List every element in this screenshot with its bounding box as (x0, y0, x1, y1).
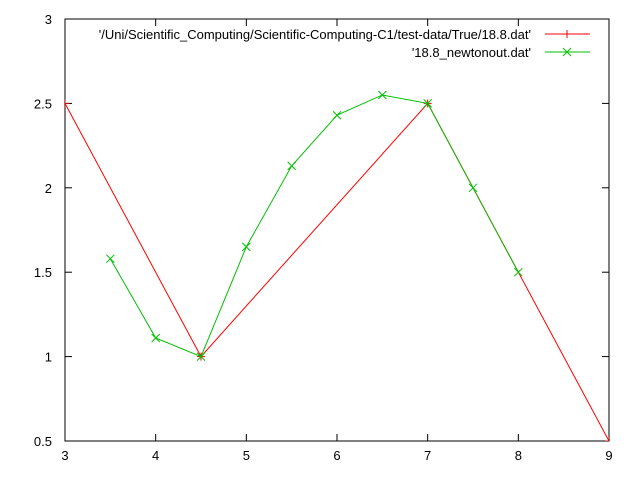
series-2-point (513, 267, 523, 277)
legend-marker-2 (562, 47, 572, 57)
legend-marker-1 (563, 30, 571, 38)
x-tick-label: 6 (333, 448, 340, 463)
series-2-point (468, 183, 478, 193)
y-tick-label: 1.5 (34, 265, 52, 280)
series-1 (65, 99, 609, 441)
x-tick-label: 5 (243, 448, 250, 463)
legend-label-2: '18.8_newtonout.dat' (412, 45, 531, 60)
series-2-point (241, 242, 251, 252)
series-2-point (332, 110, 342, 120)
y-tick-label: 2.5 (34, 96, 52, 111)
x-tick-label: 7 (424, 448, 431, 463)
series-2-point (377, 90, 387, 100)
plot-frame (64, 18, 610, 442)
series-layer (65, 90, 609, 441)
x-tick-label: 3 (61, 448, 68, 463)
y-tick-label: 0.5 (34, 434, 52, 449)
series-2 (105, 90, 523, 361)
x-tick-label: 4 (152, 448, 159, 463)
series-2-point (196, 352, 206, 361)
legend: '/Uni/Scientific_Computing/Scientific-Co… (99, 27, 590, 60)
series-2-point (287, 161, 297, 171)
y-tick-label: 1 (45, 350, 52, 365)
series-2-point (423, 99, 433, 108)
legend-label-1: '/Uni/Scientific_Computing/Scientific-Co… (99, 27, 531, 42)
x-tick-label: 8 (515, 448, 522, 463)
x-tick-label: 9 (605, 448, 612, 463)
axes: 3 4 5 6 7 8 9 0.5 1 1.5 2 2.5 3 (34, 12, 613, 463)
series-2-point (151, 333, 161, 343)
series-2-line (109, 94, 519, 358)
series-1-line (65, 102, 609, 441)
y-tick-label: 3 (45, 12, 52, 27)
series-1-point (65, 99, 69, 108)
series-2-point (105, 254, 115, 264)
y-tick-label: 2 (45, 181, 52, 196)
series-1-point (605, 437, 609, 441)
